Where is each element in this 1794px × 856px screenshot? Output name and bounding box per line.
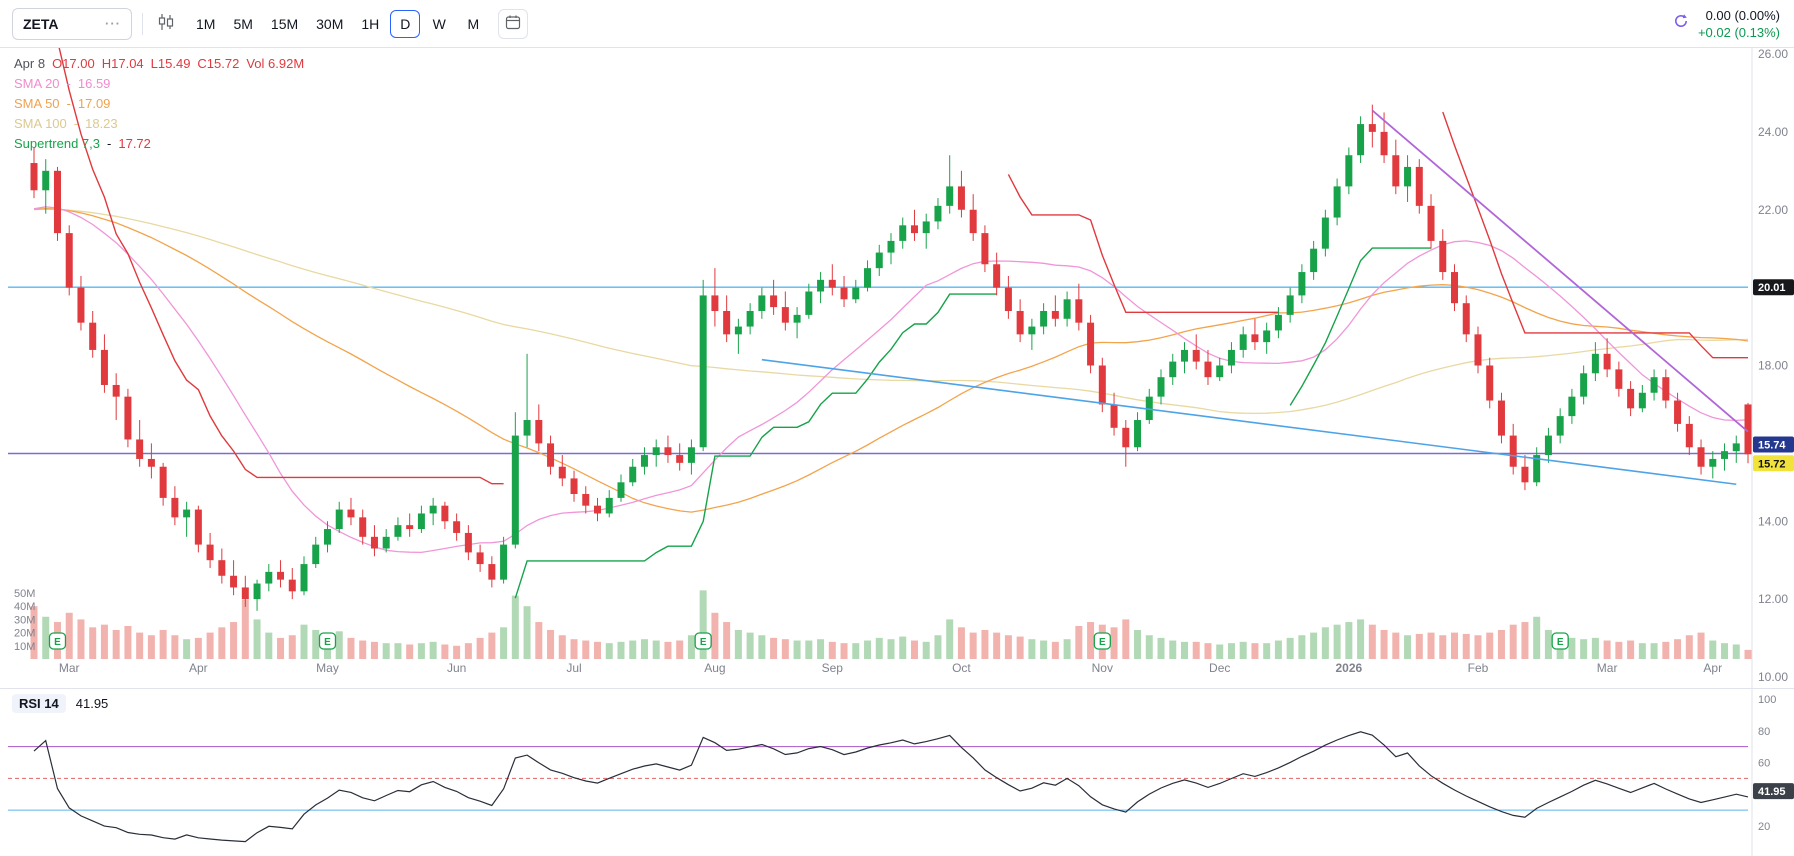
earnings-icon-letter: E bbox=[700, 637, 707, 648]
toolbar: ZETA ··· 1M 5M 15M 30M 1H D W M bbox=[0, 0, 1794, 48]
trendline-drawing[interactable] bbox=[761, 358, 1737, 486]
rsi-axis-label: 100 bbox=[1758, 694, 1776, 706]
earnings-icon-letter: E bbox=[54, 637, 61, 648]
extended-change: +0.02 (0.13%) bbox=[1697, 24, 1780, 40]
symbol-label: ZETA bbox=[23, 15, 59, 32]
calendar-icon bbox=[505, 14, 521, 33]
rsi-pane[interactable]: 1008060402041.95 bbox=[0, 688, 1794, 856]
earnings-icon-letter: E bbox=[324, 637, 331, 648]
rsi-indicator-label[interactable]: RSI 14 bbox=[12, 694, 66, 713]
sma100-line bbox=[33, 208, 1749, 415]
volume-series bbox=[30, 590, 1752, 659]
price-line-badge-text: 20.01 bbox=[1758, 282, 1786, 294]
rsi-header: RSI 14 41.95 bbox=[12, 694, 108, 713]
candlestick-icon bbox=[157, 13, 175, 34]
month-label: Nov bbox=[1092, 661, 1113, 675]
symbol-search[interactable]: ZETA ··· bbox=[12, 7, 132, 40]
sma50-line bbox=[33, 207, 1749, 513]
supertrend-line bbox=[33, 20, 1748, 599]
timeframe-5m[interactable]: 5M bbox=[226, 10, 259, 38]
volume-axis-label: 50M bbox=[14, 588, 35, 600]
month-label: Aug bbox=[704, 661, 725, 675]
refresh-icon[interactable] bbox=[1673, 13, 1689, 34]
price-axis-label: 10.00 bbox=[1758, 670, 1788, 684]
earnings-icon[interactable] bbox=[48, 632, 67, 650]
trendline-drawings[interactable] bbox=[761, 109, 1749, 486]
timeframe-group: 1M 5M 15M 30M 1H D W M bbox=[189, 9, 488, 38]
earnings-icon[interactable] bbox=[1551, 632, 1569, 650]
price-line-badge: 15.74 bbox=[1753, 436, 1794, 453]
month-label: Mar bbox=[59, 661, 80, 675]
current-price-badge-text: 15.72 bbox=[1758, 458, 1786, 470]
month-label: Dec bbox=[1209, 661, 1230, 675]
rsi-indicator-value: 41.95 bbox=[75, 696, 109, 711]
timeframe-weekly[interactable]: W bbox=[424, 10, 454, 38]
earnings-icon[interactable] bbox=[318, 632, 337, 650]
price-line-badge: 20.01 bbox=[1753, 279, 1794, 296]
month-label: Mar bbox=[1597, 661, 1618, 675]
month-label: Oct bbox=[952, 661, 971, 675]
rsi-axis-label: 60 bbox=[1758, 758, 1770, 770]
earnings-icon[interactable] bbox=[694, 632, 712, 650]
month-label: Jun bbox=[447, 661, 466, 675]
volume-axis-label: 20M bbox=[14, 628, 35, 640]
volume-axis-label: 30M bbox=[14, 614, 35, 626]
rsi-value-badge-text: 41.95 bbox=[1758, 786, 1786, 798]
sma20-line bbox=[33, 206, 1749, 554]
rsi-axis-label: 80 bbox=[1758, 726, 1770, 738]
earnings-icon[interactable] bbox=[1093, 632, 1111, 650]
timeframe-monthly[interactable]: M bbox=[458, 10, 488, 38]
candlestick-series bbox=[30, 104, 1752, 611]
price-axis-label: 22.00 bbox=[1758, 203, 1788, 217]
toolbar-divider bbox=[142, 12, 143, 35]
rsi-line bbox=[33, 731, 1749, 843]
timeframe-30m[interactable]: 30M bbox=[309, 10, 350, 38]
month-label: May bbox=[316, 661, 339, 675]
timeframe-1m[interactable]: 1M bbox=[189, 10, 222, 38]
price-axis-label: 24.00 bbox=[1758, 125, 1788, 139]
volume-axis-label: 40M bbox=[14, 601, 35, 613]
month-label: Apr bbox=[189, 661, 208, 675]
price-axis-label: 12.00 bbox=[1758, 592, 1788, 606]
quote-change-block: 0.00 (0.00%) +0.02 (0.13%) bbox=[1673, 7, 1782, 41]
timeframe-1h[interactable]: 1H bbox=[354, 10, 386, 38]
session-change: 0.00 (0.00%) bbox=[1705, 7, 1780, 23]
earnings-icon-letter: E bbox=[1557, 637, 1564, 648]
volume-axis-label: 10M bbox=[14, 641, 35, 653]
price-axis-label: 26.00 bbox=[1758, 47, 1788, 61]
current-price-badge: 15.72 bbox=[1753, 455, 1794, 472]
month-label: 2026 bbox=[1335, 661, 1362, 675]
month-label: Feb bbox=[1468, 661, 1489, 675]
chart-type-button[interactable] bbox=[153, 9, 179, 38]
rsi-axis-label: 20 bbox=[1758, 821, 1770, 833]
timeframe-15m[interactable]: 15M bbox=[264, 10, 305, 38]
month-label: Apr bbox=[1703, 661, 1722, 675]
earnings-icon-letter: E bbox=[1099, 637, 1106, 648]
price-line-badge-text: 15.74 bbox=[1758, 439, 1786, 451]
rsi-value-badge: 41.95 bbox=[1753, 783, 1794, 800]
price-chart[interactable]: E E E E E Mar Apr May Jun Jul Aug Sep Oct Nov Dec 2026 F… bbox=[0, 0, 1794, 688]
date-range-button[interactable] bbox=[498, 8, 529, 39]
trendline-drawing[interactable] bbox=[1371, 109, 1749, 433]
month-label: Sep bbox=[822, 661, 844, 675]
symbol-more-icon[interactable]: ··· bbox=[105, 16, 121, 31]
month-label: Jul bbox=[566, 661, 581, 675]
price-axis-label: 18.00 bbox=[1758, 359, 1788, 373]
price-axis-label: 14.00 bbox=[1758, 514, 1788, 528]
timeframe-daily[interactable]: D bbox=[390, 9, 421, 38]
